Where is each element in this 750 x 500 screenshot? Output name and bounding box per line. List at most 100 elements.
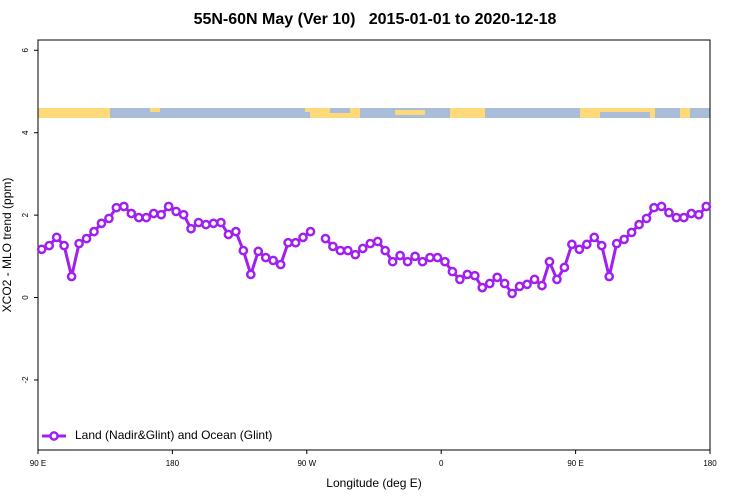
data-point — [492, 272, 503, 283]
x-tick-label: 90 E — [567, 459, 583, 468]
data-point — [701, 201, 712, 212]
data-point — [208, 218, 219, 229]
data-point — [589, 232, 600, 243]
x-tick-label: 180 — [703, 459, 717, 468]
data-point — [656, 201, 667, 212]
data-point — [96, 218, 107, 229]
data-point — [320, 233, 331, 244]
data-point — [186, 223, 196, 234]
chart-title: 55N-60N May (Ver 10) 2015-01-01 to 2020-… — [194, 11, 557, 28]
data-point — [380, 245, 391, 256]
data-point — [305, 226, 316, 237]
x-tick-label: 90 E — [30, 459, 46, 468]
data-point — [552, 274, 562, 285]
data-point — [611, 238, 622, 249]
data-point — [432, 252, 443, 263]
data-point — [387, 256, 398, 267]
data-point — [328, 241, 338, 252]
x-axis-label: Longitude (deg E) — [326, 476, 421, 490]
data-point — [268, 255, 279, 266]
data-point — [679, 212, 689, 223]
data-point — [238, 245, 249, 256]
data-point — [499, 278, 510, 289]
data-point — [156, 209, 167, 220]
data-point — [141, 212, 152, 223]
data-point — [111, 202, 122, 213]
data-point — [410, 251, 420, 262]
data-point — [402, 256, 413, 267]
data-point — [477, 282, 488, 293]
data-point — [507, 288, 517, 299]
legend-label: Land (Nadir&Glint) and Ocean (Glint) — [75, 428, 272, 442]
data-point — [529, 274, 540, 285]
data-point — [171, 206, 181, 217]
data-point — [365, 238, 376, 249]
data-point — [119, 201, 129, 212]
data-point — [104, 213, 114, 224]
y-tick-label: 4 — [21, 130, 30, 135]
data-point — [574, 244, 585, 255]
data-point — [469, 270, 480, 281]
data-point — [245, 269, 256, 280]
data-point — [664, 207, 674, 218]
data-point — [455, 274, 465, 285]
data-point — [283, 237, 293, 248]
data-point — [298, 232, 308, 243]
data-point — [395, 250, 405, 261]
data-point — [178, 209, 189, 220]
map-strip — [38, 108, 710, 118]
data-point — [619, 234, 629, 245]
data-point — [201, 219, 211, 230]
data-point — [671, 212, 682, 223]
data-point — [581, 239, 592, 250]
data-point — [649, 202, 659, 213]
data-point — [634, 219, 644, 230]
data-point — [59, 240, 69, 251]
data-point — [260, 252, 271, 263]
data-point — [253, 246, 264, 257]
data-point — [275, 259, 286, 270]
data-point — [626, 227, 637, 238]
data-point — [74, 238, 84, 249]
data-point — [440, 256, 450, 267]
data-point — [522, 279, 532, 290]
data-point — [686, 208, 697, 219]
data-point — [223, 229, 234, 240]
data-point — [641, 213, 652, 224]
data-point — [350, 249, 361, 260]
data-point — [89, 226, 99, 237]
data-point — [559, 262, 570, 273]
data-point — [537, 280, 547, 291]
data-point — [163, 201, 174, 212]
y-tick-label: 6 — [21, 48, 30, 53]
data-point — [148, 208, 159, 219]
data-point — [604, 271, 615, 282]
x-tick-label: 180 — [166, 459, 180, 468]
data-point — [447, 266, 458, 277]
data-point — [193, 217, 204, 228]
data-point — [66, 271, 77, 282]
data-point — [514, 281, 525, 292]
data-point — [372, 236, 383, 247]
data-point — [596, 240, 607, 251]
data-point — [544, 256, 555, 267]
data-point — [484, 278, 495, 289]
data-point — [126, 208, 137, 219]
data-point — [693, 209, 704, 220]
data-point — [425, 252, 435, 263]
data-point — [462, 269, 473, 280]
y-axis-label: XCO2 - MLO trend (ppm) — [0, 178, 14, 313]
data-point — [44, 240, 55, 251]
data-point — [417, 256, 428, 267]
data-point — [343, 245, 353, 256]
data-point — [231, 226, 241, 237]
legend-marker — [49, 431, 59, 441]
data-point — [335, 245, 346, 256]
x-tick-label: 0 — [439, 459, 444, 468]
data-point — [357, 243, 368, 254]
plot-frame — [37, 39, 711, 451]
data-point — [81, 233, 92, 244]
data-point — [216, 217, 226, 228]
y-tick-label: 2 — [21, 212, 30, 217]
